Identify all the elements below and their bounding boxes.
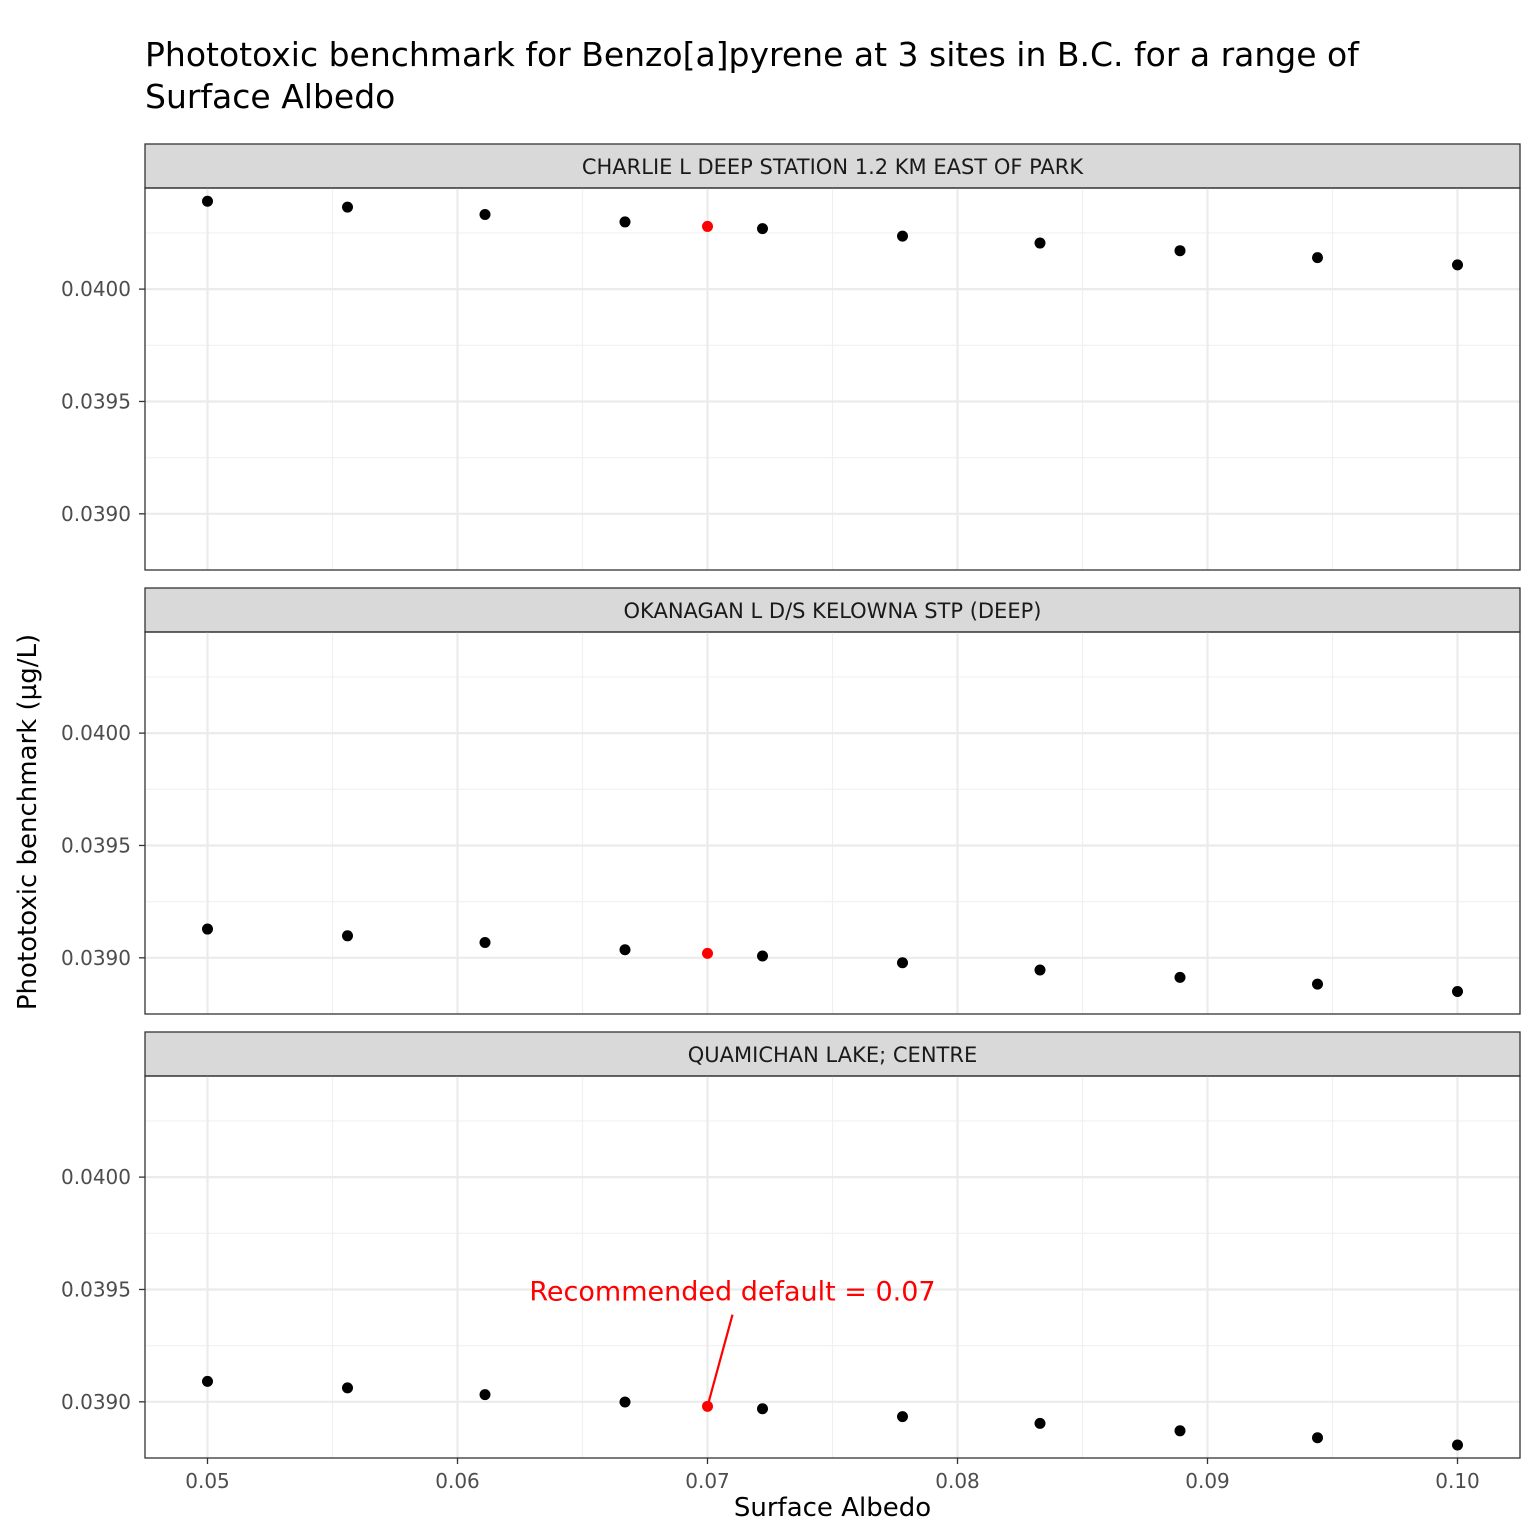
facet-strip-label: QUAMICHAN LAKE; CENTRE — [688, 1043, 977, 1067]
highlight-point — [702, 220, 713, 232]
y-tick-label: 0.0395 — [61, 389, 131, 413]
data-point — [479, 937, 491, 949]
y-tick-label: 0.0400 — [61, 277, 131, 301]
data-point — [897, 1411, 908, 1423]
panel-plot-area — [145, 632, 1520, 1014]
data-point — [1034, 1417, 1046, 1429]
x-tick-label: 0.05 — [185, 1469, 230, 1493]
data-point — [202, 195, 213, 207]
data-point — [619, 1396, 631, 1408]
panel-plot-area: Recommended default = 0.07 — [145, 1076, 1520, 1458]
data-point — [202, 1375, 213, 1387]
y-tick-label: 0.0390 — [61, 946, 131, 970]
x-tick-label: 0.06 — [435, 1469, 480, 1493]
y-tick-label: 0.0390 — [61, 1390, 131, 1414]
chart-title-line-1: Phototoxic benchmark for Benzo[a]pyrene … — [145, 35, 1360, 74]
panel-border — [144, 187, 1521, 571]
x-axis: 0.05 0.06 0.07 0.08 0.09 0.10 — [185, 1458, 1480, 1493]
y-tick-label: 0.0390 — [61, 502, 131, 526]
data-point — [202, 923, 213, 935]
highlight-point — [702, 947, 713, 959]
y-axis-label: Phototoxic benchmark (µg/L) — [13, 634, 43, 1010]
y-tick-label: 0.0395 — [61, 1277, 131, 1301]
data-point — [342, 1382, 353, 1394]
facet-panel: OKANAGAN L D/S KELOWNA STP (DEEP) 0.0390 0… — [61, 587, 1521, 1015]
x-tick-label: 0.08 — [935, 1469, 980, 1493]
facet-strip — [144, 587, 1521, 633]
data-point — [897, 230, 908, 242]
data-point — [479, 209, 491, 221]
annotation-text: Recommended default = 0.07 — [529, 1277, 935, 1308]
data-point — [479, 1389, 491, 1401]
data-point — [1174, 971, 1186, 983]
data-point — [757, 1403, 768, 1415]
facet-panel: QUAMICHAN LAKE; CENTRE Recommended defaul… — [61, 1031, 1521, 1459]
facet-strip — [144, 1031, 1521, 1077]
panel-border — [144, 631, 1521, 1015]
y-tick-label: 0.0395 — [61, 833, 131, 857]
x-tick-label: 0.09 — [1185, 1469, 1230, 1493]
data-point — [1034, 237, 1046, 249]
data-point — [1174, 245, 1186, 257]
panel-border — [144, 1075, 1521, 1459]
data-point — [619, 216, 631, 228]
facet-strip-label: OKANAGAN L D/S KELOWNA STP (DEEP) — [624, 599, 1042, 623]
y-tick-label: 0.0400 — [61, 1165, 131, 1189]
data-point — [1312, 252, 1323, 264]
chart-title-line-2: Surface Albedo — [145, 77, 395, 116]
data-point — [1312, 1432, 1323, 1444]
annotation-line — [706, 1314, 734, 1407]
facet-strip-label: CHARLIE L DEEP STATION 1.2 KM EAST OF PA… — [582, 155, 1085, 179]
panel-plot-area — [145, 188, 1520, 570]
data-point — [1452, 259, 1463, 271]
data-point — [757, 223, 768, 235]
x-tick-label: 0.07 — [685, 1469, 730, 1493]
data-point — [1034, 964, 1046, 976]
data-point — [342, 930, 353, 942]
data-point — [1452, 986, 1463, 998]
data-point — [1174, 1425, 1186, 1437]
data-point — [619, 944, 631, 956]
facet-panel: CHARLIE L DEEP STATION 1.2 KM EAST OF PA… — [61, 143, 1521, 571]
data-point — [1452, 1439, 1463, 1451]
data-point — [1312, 978, 1323, 990]
x-axis-label: Surface Albedo — [734, 1493, 931, 1523]
facet-strip — [144, 143, 1521, 189]
data-point — [342, 201, 353, 213]
x-tick-label: 0.10 — [1435, 1469, 1480, 1493]
data-point — [757, 950, 768, 962]
y-tick-label: 0.0400 — [61, 721, 131, 745]
data-point — [897, 957, 908, 969]
facet-panels: CHARLIE L DEEP STATION 1.2 KM EAST OF PA… — [61, 143, 1521, 1459]
